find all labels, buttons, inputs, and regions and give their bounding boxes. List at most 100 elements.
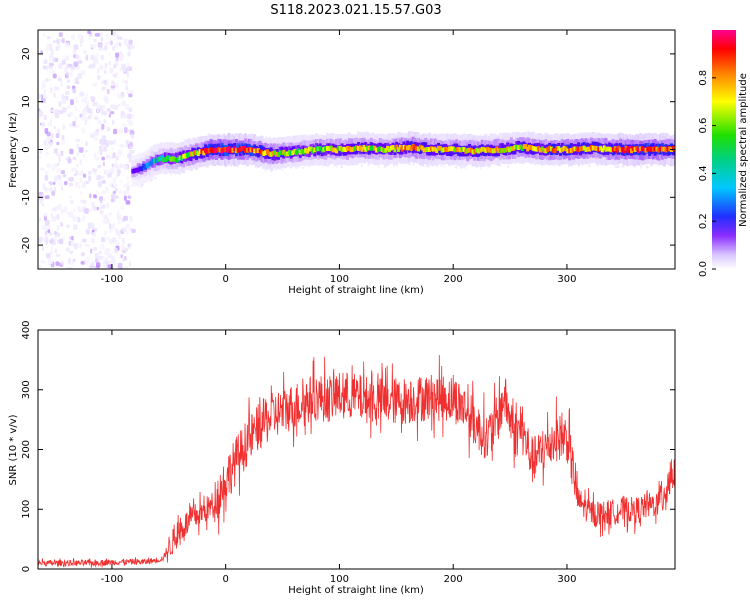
spectral-speckle bbox=[462, 165, 465, 169]
ridge-cell bbox=[162, 157, 166, 163]
noise-cell bbox=[44, 212, 48, 217]
spectral-speckle bbox=[149, 179, 152, 183]
noise-cell bbox=[126, 181, 130, 186]
colorbar-gradient bbox=[712, 30, 736, 269]
spectral-speckle bbox=[479, 134, 482, 137]
ridge-cell bbox=[251, 147, 255, 153]
noise-cell bbox=[105, 33, 110, 38]
noise-cell bbox=[115, 230, 121, 236]
noise-cell bbox=[52, 57, 56, 63]
noise-cell bbox=[78, 60, 83, 64]
noise-cell bbox=[44, 195, 50, 199]
noise-cell bbox=[80, 261, 85, 265]
ridge-cell bbox=[540, 146, 544, 152]
noise-cell bbox=[98, 258, 102, 262]
noise-cell bbox=[100, 175, 105, 179]
noise-cell bbox=[79, 170, 84, 176]
noise-cell bbox=[101, 86, 107, 90]
spectral-speckle bbox=[459, 164, 462, 167]
noise-cell bbox=[125, 104, 130, 111]
ridge-cell bbox=[258, 149, 262, 155]
spectral-speckle bbox=[207, 133, 210, 136]
colorbar-tick-label: 0.0 bbox=[698, 261, 709, 277]
ridge-cell bbox=[502, 148, 506, 153]
ridge-cell bbox=[531, 146, 535, 151]
ridge-cell bbox=[664, 147, 668, 153]
noise-cell bbox=[54, 230, 57, 235]
spectral-speckle bbox=[250, 163, 253, 167]
noise-cell bbox=[87, 30, 92, 35]
noise-cell bbox=[104, 146, 107, 150]
noise-cell bbox=[107, 140, 111, 145]
ridge-cell bbox=[315, 146, 319, 152]
noise-cell bbox=[66, 247, 70, 252]
ridge-cell bbox=[296, 148, 300, 154]
noise-cell bbox=[102, 219, 107, 224]
noise-cell bbox=[61, 134, 65, 141]
spectral-speckle bbox=[614, 165, 617, 169]
noise-cell bbox=[41, 224, 47, 230]
noise-cell bbox=[50, 244, 53, 250]
ridge-cell bbox=[566, 148, 570, 154]
noise-cell bbox=[85, 54, 89, 61]
noise-cell bbox=[66, 104, 70, 110]
ridge-cell bbox=[311, 148, 315, 154]
spectral-speckle bbox=[426, 164, 429, 168]
ridge-cell bbox=[267, 151, 271, 157]
noise-cell bbox=[114, 247, 118, 254]
noise-cell bbox=[80, 41, 83, 48]
ridge-cell bbox=[609, 147, 613, 153]
ridge-cell bbox=[646, 146, 650, 152]
noise-cell bbox=[130, 242, 133, 246]
ridge-cell bbox=[402, 144, 406, 150]
noise-cell bbox=[45, 227, 48, 232]
noise-cell bbox=[82, 153, 85, 158]
ridge-cell bbox=[187, 152, 191, 157]
ridge-cell bbox=[216, 146, 220, 152]
ridge-cell bbox=[169, 157, 173, 162]
spectral-speckle bbox=[507, 165, 510, 168]
noise-cell bbox=[46, 163, 51, 169]
ridge-cell bbox=[324, 145, 328, 151]
ridge-cell bbox=[478, 147, 482, 153]
ridge-cell bbox=[147, 161, 151, 167]
noise-cell bbox=[55, 253, 61, 257]
spectral-speckle bbox=[639, 164, 642, 167]
noise-cell bbox=[38, 237, 42, 243]
ridge-cell bbox=[144, 164, 147, 170]
noise-cell bbox=[65, 157, 68, 161]
noise-cell bbox=[38, 144, 41, 148]
ridge-cell bbox=[533, 146, 537, 152]
ridge-cell bbox=[468, 147, 471, 153]
noise-cell bbox=[38, 94, 42, 100]
ridge-cell bbox=[189, 151, 193, 157]
noise-cell bbox=[128, 107, 133, 113]
noise-cell bbox=[113, 239, 118, 243]
ridge-cell bbox=[398, 144, 402, 150]
noise-cell bbox=[60, 81, 63, 88]
ridge-cell bbox=[573, 146, 577, 152]
ridge-cell bbox=[513, 144, 517, 150]
noise-cell bbox=[98, 46, 103, 52]
noise-cell bbox=[121, 100, 126, 107]
ridge-cell bbox=[218, 147, 222, 153]
noise-cell bbox=[100, 55, 105, 60]
ridge-cell bbox=[318, 145, 322, 151]
spectrogram-xtick-label: -100 bbox=[101, 274, 124, 285]
ridge-cell bbox=[202, 150, 206, 156]
noise-cell bbox=[73, 208, 76, 213]
noise-cell bbox=[96, 190, 99, 196]
noise-cell bbox=[74, 77, 79, 84]
ridge-cell bbox=[378, 146, 382, 151]
ridge-cell bbox=[508, 147, 511, 153]
snr-ytick-label: 0 bbox=[21, 566, 32, 572]
spectral-speckle bbox=[281, 168, 284, 171]
noise-cell bbox=[128, 39, 133, 45]
noise-cell bbox=[107, 253, 112, 259]
ridge-cell bbox=[471, 149, 475, 155]
ridge-cell bbox=[560, 147, 564, 152]
noise-cell bbox=[124, 266, 129, 269]
noise-cell bbox=[103, 198, 106, 202]
noise-cell bbox=[43, 60, 48, 64]
